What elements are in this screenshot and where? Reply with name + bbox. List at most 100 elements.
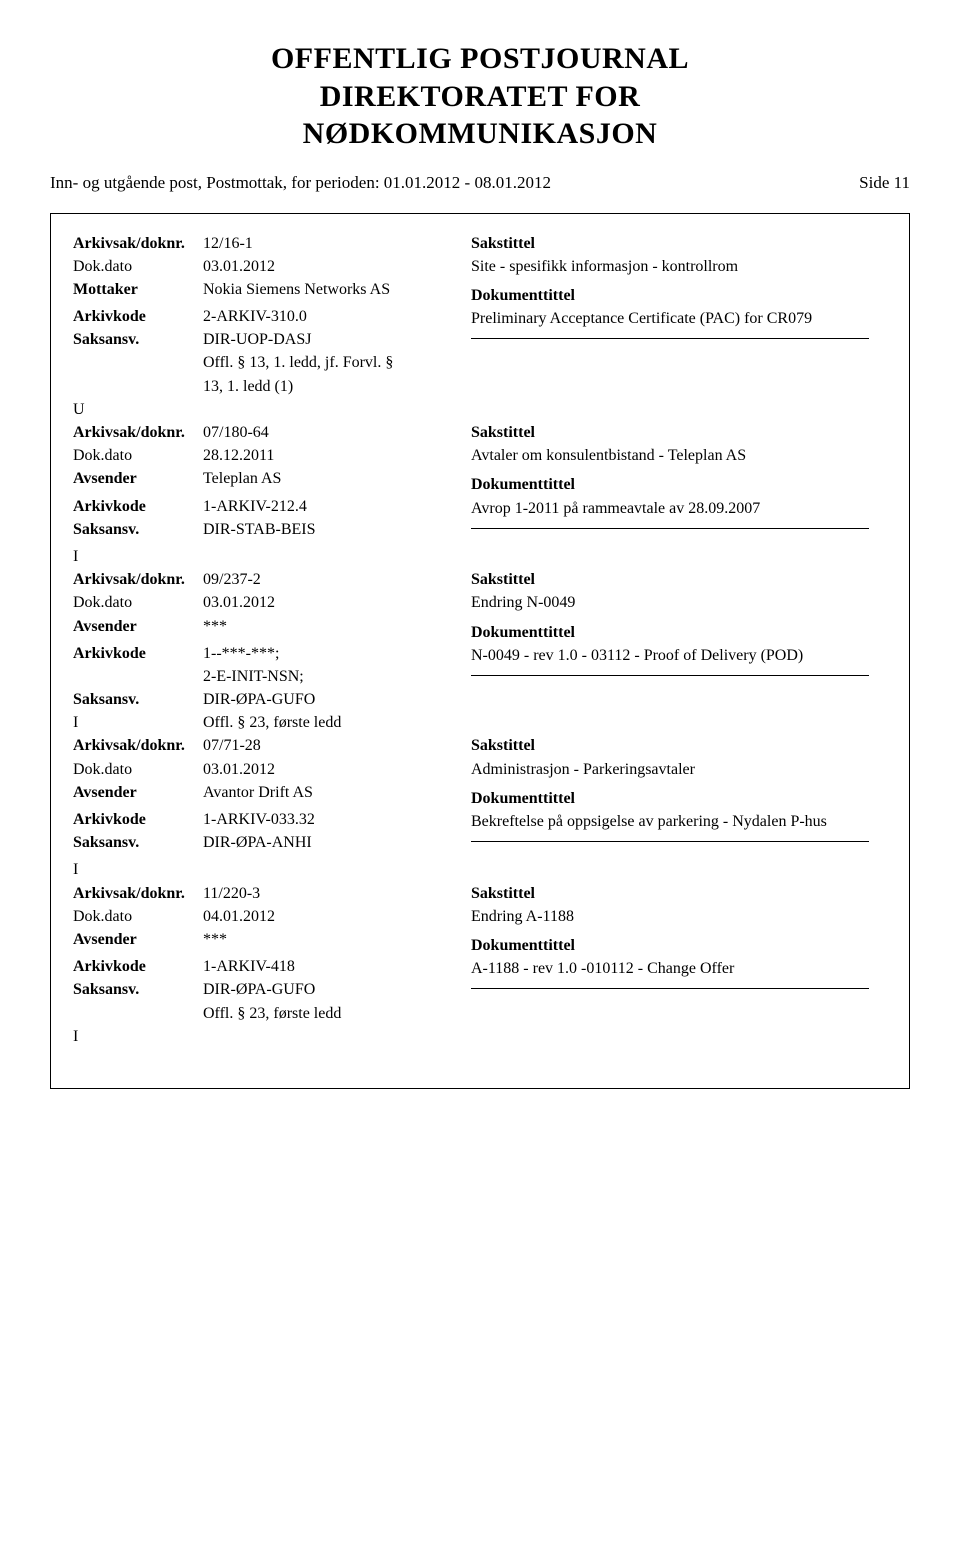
- value-arkivsak: 11/220-3: [203, 882, 453, 905]
- value-party: Avantor Drift AS: [203, 781, 453, 804]
- label-saksansv: Saksansv.: [73, 518, 203, 541]
- value-sakstittel: Site - spesifikk informasjon - kontrollr…: [471, 255, 869, 278]
- label-sakstittel: Sakstittel: [471, 568, 869, 591]
- value-arkivsak: 07/180-64: [203, 421, 453, 444]
- label-arkivsak: Arkivsak/doknr.: [73, 421, 203, 444]
- value-arkivkode: 1-ARKIV-418: [203, 955, 453, 978]
- label-saksansv: Saksansv.: [73, 978, 203, 1001]
- label-dokdato: Dok.dato: [73, 905, 203, 928]
- value-doktittel: N-0049 - rev 1.0 - 03112 - Proof of Deli…: [471, 644, 869, 667]
- value-dokdato: 04.01.2012: [203, 905, 453, 928]
- label-arkivsak: Arkivsak/doknr.: [73, 882, 203, 905]
- entry-right-column: Sakstittel Endring A-1188 Dokumenttittel…: [461, 882, 891, 1048]
- title-line-3: NØDKOMMUNIKASJON: [303, 117, 658, 150]
- title-line-1: OFFENTLIG POSTJOURNAL: [271, 42, 689, 75]
- label-sakstittel: Sakstittel: [471, 734, 869, 757]
- value-arkivsak: 12/16-1: [203, 232, 453, 255]
- value-saksansv: DIR-STAB-BEIS: [203, 518, 453, 541]
- value-party: ***: [203, 928, 453, 951]
- entry-right-column: Sakstittel Avtaler om konsulentbistand -…: [461, 421, 891, 568]
- value-arkivkode: 2-ARKIV-310.0: [203, 305, 453, 328]
- value-sakstittel: Endring A-1188: [471, 905, 869, 928]
- entry-right-column: Sakstittel Administrasjon - Parkeringsav…: [461, 734, 891, 881]
- label-dokdato: Dok.dato: [73, 591, 203, 614]
- label-arkivkode: Arkivkode: [73, 955, 203, 978]
- label-party: Avsender: [73, 467, 203, 490]
- value-doktittel: Bekreftelse på oppsigelse av parkering -…: [471, 810, 869, 833]
- label-dokumenttittel: Dokumenttittel: [471, 934, 869, 957]
- entry-divider: [471, 338, 869, 339]
- value-saksansv: DIR-ØPA-GUFO: [203, 688, 453, 711]
- entry-flag: I: [73, 711, 203, 734]
- entry-flag: U: [73, 398, 453, 421]
- value-extra-1: Offl. § 23, første ledd: [203, 1002, 453, 1025]
- label-party: Mottaker: [73, 278, 203, 301]
- label-dokumenttittel: Dokumenttittel: [471, 621, 869, 644]
- label-party: Avsender: [73, 928, 203, 951]
- value-extra-2: 13, 1. ledd (1): [203, 375, 453, 398]
- value-saksansv: DIR-ØPA-GUFO: [203, 978, 453, 1001]
- value-party: Nokia Siemens Networks AS: [203, 278, 453, 301]
- value-extra-1: Offl. § 23, første ledd: [203, 711, 453, 734]
- value-arkivkode: 1-ARKIV-033.32: [203, 808, 453, 831]
- entry-flag: I: [73, 858, 453, 881]
- label-dokumenttittel: Dokumenttittel: [471, 284, 869, 307]
- journal-entry: Arkivsak/doknr.11/220-3 Dok.dato04.01.20…: [51, 882, 909, 1048]
- journal-entry: Arkivsak/doknr.09/237-2 Dok.dato03.01.20…: [51, 568, 909, 734]
- value-party: Teleplan AS: [203, 467, 453, 490]
- entry-divider: [471, 675, 869, 676]
- label-sakstittel: Sakstittel: [471, 421, 869, 444]
- entry-left-column: Arkivsak/doknr.12/16-1 Dok.dato03.01.201…: [51, 232, 461, 422]
- value-dokdato: 28.12.2011: [203, 444, 453, 467]
- entry-flag: I: [73, 545, 453, 568]
- label-dokdato: Dok.dato: [73, 444, 203, 467]
- journal-container: Arkivsak/doknr.12/16-1 Dok.dato03.01.201…: [50, 213, 910, 1089]
- entry-divider: [471, 988, 869, 989]
- entry-divider: [471, 841, 869, 842]
- value-sakstittel: Endring N-0049: [471, 591, 869, 614]
- label-party: Avsender: [73, 781, 203, 804]
- value-extra-1: Offl. § 13, 1. ledd, jf. Forvl. §: [203, 351, 453, 374]
- label-dokdato: Dok.dato: [73, 758, 203, 781]
- value-sakstittel: Avtaler om konsulentbistand - Teleplan A…: [471, 444, 869, 467]
- value-arkivsak: 09/237-2: [203, 568, 453, 591]
- value-dokdato: 03.01.2012: [203, 255, 453, 278]
- label-party: Avsender: [73, 615, 203, 638]
- subheader-right: Side 11: [859, 173, 910, 193]
- value-arkivkode-extra: 2-E-INIT-NSN;: [203, 665, 453, 688]
- entry-right-column: Sakstittel Endring N-0049 Dokumenttittel…: [461, 568, 891, 734]
- value-saksansv: DIR-UOP-DASJ: [203, 328, 453, 351]
- entry-left-column: Arkivsak/doknr.11/220-3 Dok.dato04.01.20…: [51, 882, 461, 1048]
- value-sakstittel: Administrasjon - Parkeringsavtaler: [471, 758, 869, 781]
- label-arkivsak: Arkivsak/doknr.: [73, 232, 203, 255]
- value-dokdato: 03.01.2012: [203, 591, 453, 614]
- title-line-2: DIREKTORATET FOR: [320, 80, 641, 113]
- entry-flag: I: [73, 1025, 453, 1048]
- value-saksansv: DIR-ØPA-ANHI: [203, 831, 453, 854]
- value-arkivkode: 1-ARKIV-212.4: [203, 495, 453, 518]
- label-arkivkode: Arkivkode: [73, 642, 203, 665]
- label-arkivkode: Arkivkode: [73, 808, 203, 831]
- label-dokumenttittel: Dokumenttittel: [471, 473, 869, 496]
- label-saksansv: Saksansv.: [73, 688, 203, 711]
- label-saksansv: Saksansv.: [73, 328, 203, 351]
- label-dokdato: Dok.dato: [73, 255, 203, 278]
- label-sakstittel: Sakstittel: [471, 232, 869, 255]
- entry-left-column: Arkivsak/doknr.07/180-64 Dok.dato28.12.2…: [51, 421, 461, 568]
- label-arkivsak: Arkivsak/doknr.: [73, 568, 203, 591]
- value-arkivkode: 1--***-***;: [203, 642, 453, 665]
- label-arkivkode: Arkivkode: [73, 495, 203, 518]
- value-doktittel: Preliminary Acceptance Certificate (PAC)…: [471, 307, 869, 330]
- page-title: OFFENTLIG POSTJOURNAL DIREKTORATET FOR N…: [50, 40, 910, 153]
- value-dokdato: 03.01.2012: [203, 758, 453, 781]
- label-arkivsak: Arkivsak/doknr.: [73, 734, 203, 757]
- label-saksansv: Saksansv.: [73, 831, 203, 854]
- entry-right-column: Sakstittel Site - spesifikk informasjon …: [461, 232, 891, 422]
- value-arkivsak: 07/71-28: [203, 734, 453, 757]
- value-party: ***: [203, 615, 453, 638]
- subheader-left: Inn- og utgående post, Postmottak, for p…: [50, 173, 551, 193]
- value-doktittel: A-1188 - rev 1.0 -010112 - Change Offer: [471, 957, 869, 980]
- value-doktittel: Avrop 1-2011 på rammeavtale av 28.09.200…: [471, 497, 869, 520]
- label-arkivkode: Arkivkode: [73, 305, 203, 328]
- subheader-row: Inn- og utgående post, Postmottak, for p…: [50, 173, 910, 193]
